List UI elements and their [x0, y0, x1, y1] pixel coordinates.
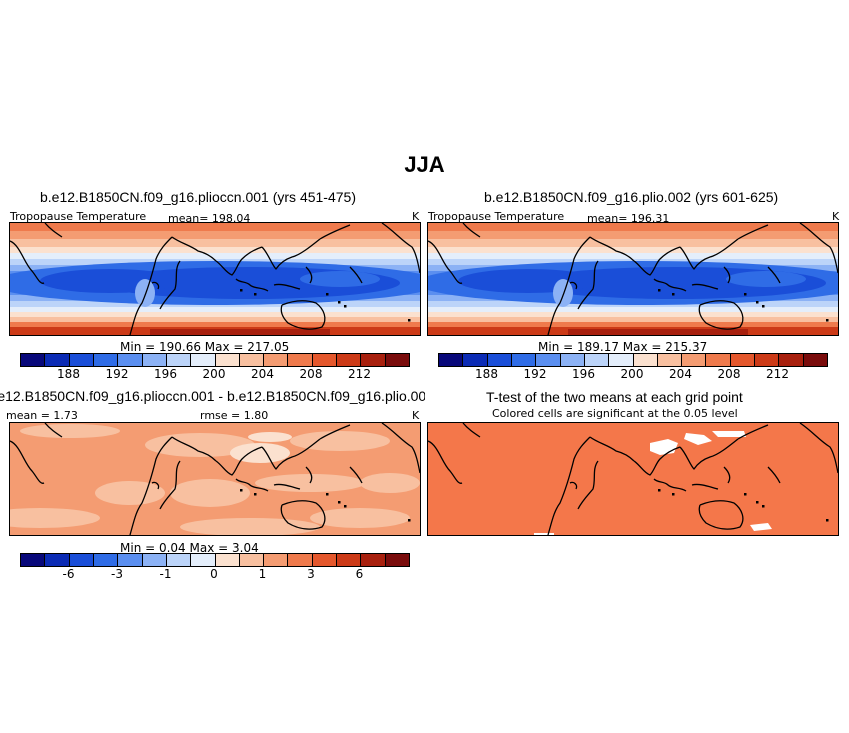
panel4-title: T-test of the two means at each grid poi…: [486, 389, 743, 405]
panel2-mean: mean= 196.31: [587, 212, 670, 225]
colorbar-tick-label: 196: [154, 367, 177, 381]
panel3-minmax: Min = 0.04 Max = 3.04: [120, 541, 259, 555]
panel2-variable: Tropopause Temperature: [428, 210, 565, 223]
panel2-units: K: [832, 210, 840, 223]
colorbar-tick-label: 212: [766, 367, 789, 381]
panel2-map: [427, 222, 839, 336]
colorbar-tick-label: 208: [299, 367, 323, 381]
panel4-subtitle: Colored cells are significant at the 0.0…: [492, 407, 738, 420]
colorbar-tick-label: 208: [717, 367, 741, 381]
colorbar-tick-label: -3: [111, 567, 123, 581]
panel1-map: [9, 222, 421, 336]
panel2-colorbar-ticks: 188 192 196 200 204 208 212: [438, 367, 828, 383]
panel2-colorbar: [438, 353, 828, 367]
colorbar-tick-label: 0: [210, 567, 218, 581]
colorbar-tick-label: -1: [159, 567, 172, 581]
panel3-colorbar-ticks: -6 -3 -1 0 1 3 6: [20, 567, 410, 583]
colorbar-tick-label: 6: [355, 567, 364, 581]
main-title: JJA: [404, 152, 445, 177]
colorbar-tick-label: 188: [475, 367, 498, 381]
panel3-colorbar: [20, 553, 410, 567]
panel3-map: [9, 422, 421, 536]
colorbar-tick-label: 192: [523, 367, 547, 381]
panel4-map: [427, 422, 839, 536]
colorbar-tick-label: 196: [572, 367, 595, 381]
colorbar-tick-label: 204: [669, 367, 692, 381]
colorbar-tick-label: 200: [620, 367, 644, 381]
colorbar-tick-label: 188: [57, 367, 80, 381]
panel1-colorbar: [20, 353, 410, 367]
panel3-units: K: [412, 409, 420, 422]
panel1-variable: Tropopause Temperature: [10, 210, 147, 223]
colorbar-tick-label: 212: [348, 367, 371, 381]
panel1-title: b.e12.B1850CN.f09_g16.plioccn.001 (yrs 4…: [40, 189, 356, 205]
colorbar-tick-label: -6: [62, 567, 75, 581]
panel1-minmax: Min = 190.66 Max = 217.05: [120, 340, 290, 354]
panel3-rmse: rmse = 1.80: [200, 409, 269, 422]
colorbar-tick-label: 3: [307, 567, 315, 581]
colorbar-tick-label: 192: [105, 367, 129, 381]
panel1-units: K: [412, 210, 420, 223]
colorbar-tick-label: 1: [258, 567, 267, 581]
colorbar-tick-label: 204: [251, 367, 274, 381]
panel1-colorbar-ticks: 188 192 196 200 204 208 212: [20, 367, 410, 383]
panel3-mean: mean = 1.73: [6, 409, 78, 422]
colorbar-tick-label: 200: [202, 367, 226, 381]
panel2-title: b.e12.B1850CN.f09_g16.plio.002 (yrs 601-…: [484, 189, 779, 205]
panel3-title: b.e12.B1850CN.f09_g16.plioccn.001 - b.e1…: [0, 388, 425, 404]
panel1-mean: mean= 198.04: [168, 212, 251, 225]
panel2-minmax: Min = 189.17 Max = 215.37: [538, 340, 708, 354]
